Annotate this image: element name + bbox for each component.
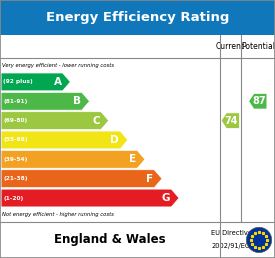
Text: 74: 74 [224,116,238,126]
Text: 87: 87 [252,96,266,106]
Polygon shape [1,189,179,207]
Ellipse shape [246,227,272,253]
Text: Not energy efficient - higher running costs: Not energy efficient - higher running co… [2,212,114,217]
Text: (21-38): (21-38) [3,176,28,181]
Text: Potential: Potential [241,42,275,51]
Bar [0,0,275,35]
Text: A: A [54,77,62,87]
Text: F: F [146,174,153,184]
Text: Current: Current [216,42,245,51]
Text: (39-54): (39-54) [3,157,28,162]
Text: Energy Efficiency Rating: Energy Efficiency Rating [46,11,229,24]
Polygon shape [1,92,90,110]
Text: (81-91): (81-91) [3,99,28,104]
Polygon shape [221,113,239,128]
Text: (55-68): (55-68) [3,138,28,142]
Text: G: G [162,193,170,203]
Text: 2002/91/EC: 2002/91/EC [212,244,250,249]
Polygon shape [1,131,128,149]
Text: England & Wales: England & Wales [54,233,166,246]
Text: B: B [73,96,81,106]
Polygon shape [1,112,109,130]
Polygon shape [1,150,145,168]
Text: E: E [129,154,136,164]
Text: (69-80): (69-80) [3,118,28,123]
Text: Very energy efficient - lower running costs: Very energy efficient - lower running co… [2,63,114,68]
Polygon shape [249,94,267,109]
Polygon shape [1,73,70,91]
Text: C: C [92,116,100,126]
Text: EU Directive: EU Directive [211,230,251,236]
Text: D: D [111,135,119,145]
Text: (92 plus): (92 plus) [3,79,33,84]
Polygon shape [1,170,162,188]
Text: (1-20): (1-20) [3,196,24,200]
Bar [0,222,275,258]
